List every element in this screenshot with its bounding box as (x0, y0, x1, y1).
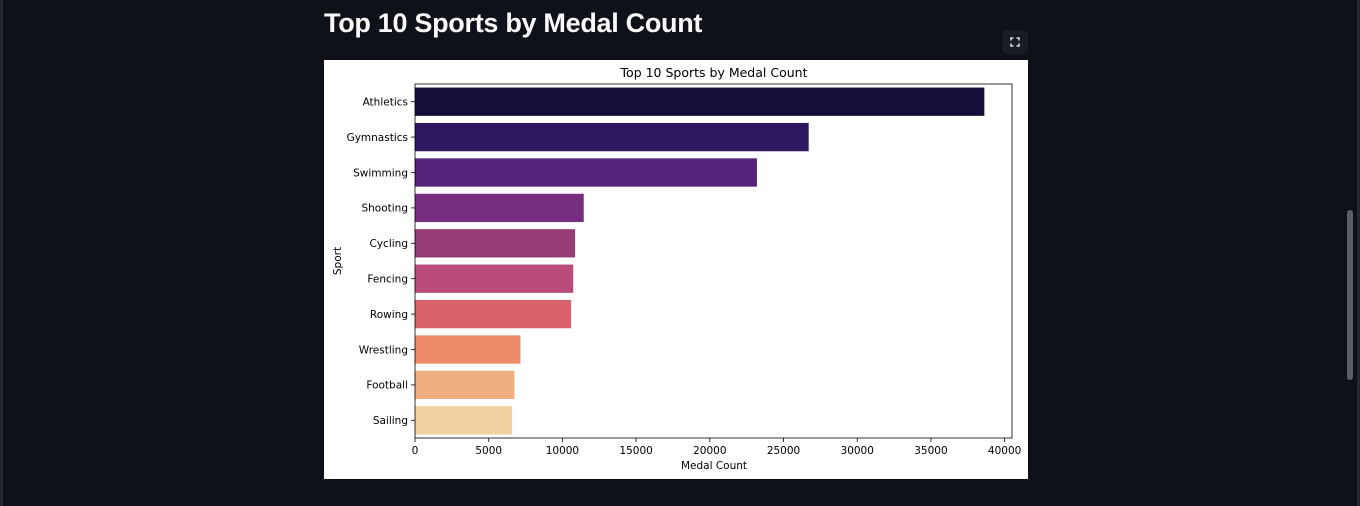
bar-fencing (415, 264, 574, 293)
y-tick-label: Football (366, 380, 408, 392)
y-tick-label: Sailing (373, 415, 408, 427)
bar-athletics (415, 87, 985, 116)
x-ticks-layer: 0 5000 10000 15000 20000 25000 30000 35000 40000 (412, 438, 1021, 457)
bar-wrestling (415, 335, 521, 364)
bar-swimming (415, 158, 757, 187)
y-tick-label: Cycling (370, 238, 408, 250)
bar-football (415, 370, 515, 400)
x-tick-label: 40000 (988, 445, 1021, 457)
bars-layer (415, 87, 985, 435)
y-ticks-layer: Athletics Gymnastics Swimming Shooting Cycli… (347, 97, 415, 427)
fullscreen-button[interactable] (1002, 30, 1028, 54)
page-title: Top 10 Sports by Medal Count (324, 8, 703, 38)
y-tick-label: Wrestling (359, 344, 408, 356)
chart-image: Top 10 Sports by Medal Count Athletics Gy… (324, 60, 1028, 479)
bar-gymnastics (415, 122, 809, 152)
bar-shooting (415, 193, 584, 223)
y-tick-label: Athletics (363, 97, 408, 109)
x-tick-label: 5000 (475, 445, 502, 457)
y-axis-label: Sport (332, 247, 344, 275)
right-panel-edge (1357, 0, 1360, 506)
bar-sailing (415, 406, 513, 435)
scrollbar-thumb[interactable] (1347, 210, 1353, 380)
x-tick-label: 15000 (619, 445, 652, 457)
bar-cycling (415, 229, 576, 258)
y-tick-label: Shooting (361, 203, 408, 215)
y-tick-label: Gymnastics (347, 132, 408, 144)
bar-chart: Top 10 Sports by Medal Count Athletics Gy… (332, 65, 1021, 472)
x-tick-label: 0 (412, 445, 419, 457)
y-tick-label: Fencing (367, 274, 408, 286)
fullscreen-icon (1010, 37, 1020, 47)
plot-frame (414, 83, 1013, 439)
x-axis-label: Medal Count (681, 460, 747, 472)
bar-rowing (415, 299, 572, 329)
y-tick-label: Rowing (370, 309, 408, 321)
left-panel-edge (0, 0, 3, 506)
x-tick-label: 20000 (693, 445, 726, 457)
y-tick-label: Swimming (353, 167, 408, 179)
x-tick-label: 25000 (767, 445, 800, 457)
x-tick-label: 30000 (841, 445, 874, 457)
chart-title: Top 10 Sports by Medal Count (620, 65, 808, 80)
x-tick-label: 10000 (546, 445, 579, 457)
x-tick-label: 35000 (914, 445, 947, 457)
